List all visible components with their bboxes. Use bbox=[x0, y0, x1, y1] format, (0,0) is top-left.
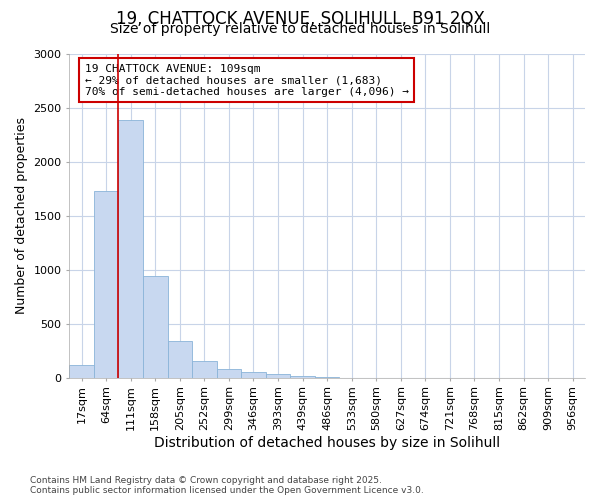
Bar bbox=[290, 376, 315, 378]
Bar bbox=[70, 364, 94, 378]
Bar bbox=[266, 374, 290, 378]
Bar bbox=[217, 369, 241, 378]
Text: Size of property relative to detached houses in Solihull: Size of property relative to detached ho… bbox=[110, 22, 490, 36]
Bar bbox=[143, 276, 167, 378]
Bar bbox=[118, 120, 143, 378]
Bar bbox=[94, 191, 118, 378]
Bar bbox=[167, 341, 192, 378]
Y-axis label: Number of detached properties: Number of detached properties bbox=[15, 118, 28, 314]
Text: 19, CHATTOCK AVENUE, SOLIHULL, B91 2QX: 19, CHATTOCK AVENUE, SOLIHULL, B91 2QX bbox=[116, 10, 484, 28]
Bar bbox=[315, 377, 340, 378]
Bar bbox=[241, 372, 266, 378]
Text: Contains HM Land Registry data © Crown copyright and database right 2025.
Contai: Contains HM Land Registry data © Crown c… bbox=[30, 476, 424, 495]
Bar bbox=[192, 361, 217, 378]
Text: 19 CHATTOCK AVENUE: 109sqm
← 29% of detached houses are smaller (1,683)
70% of s: 19 CHATTOCK AVENUE: 109sqm ← 29% of deta… bbox=[85, 64, 409, 97]
X-axis label: Distribution of detached houses by size in Solihull: Distribution of detached houses by size … bbox=[154, 436, 500, 450]
